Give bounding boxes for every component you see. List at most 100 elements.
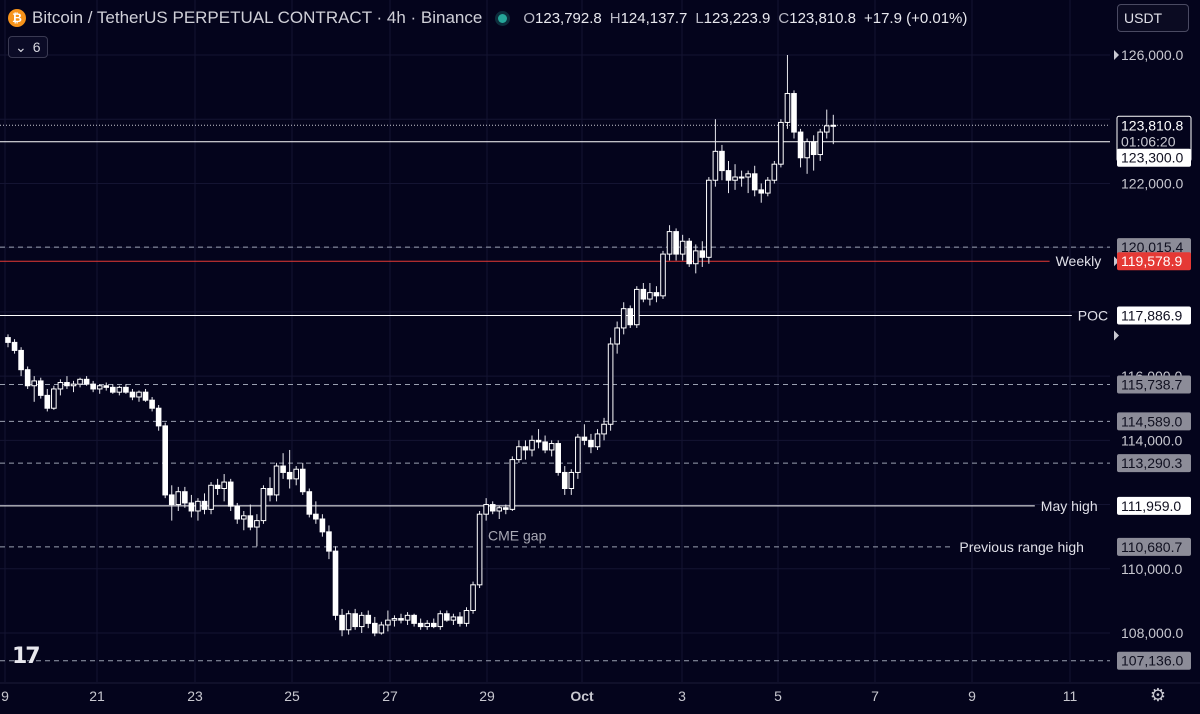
candle-body <box>476 513 483 586</box>
candle-body <box>221 481 227 490</box>
candle-body <box>293 468 299 480</box>
candle-body <box>365 614 372 624</box>
candle-body <box>227 481 234 507</box>
open-value: 123,792.8 <box>535 9 602 27</box>
candle-body <box>326 531 332 552</box>
candle-body <box>430 622 437 628</box>
change-value: +17.9 (+0.01%) <box>863 9 968 27</box>
candle-body <box>581 436 588 441</box>
candle-body <box>5 337 11 343</box>
candle-body <box>810 141 817 156</box>
candle-body <box>614 327 620 345</box>
candle-body <box>11 341 18 351</box>
candle-body <box>686 240 693 265</box>
candle-body <box>241 515 247 520</box>
y-axis-tick: 122,000.0 <box>1121 175 1183 191</box>
candle-body <box>745 173 751 178</box>
candle-body <box>496 507 503 512</box>
candle-body <box>306 491 313 515</box>
gear-icon[interactable]: ⚙ <box>1149 685 1167 706</box>
candle-body <box>188 502 195 512</box>
candle-body <box>823 125 830 133</box>
chevron-down-icon: ⌄ <box>15 38 27 55</box>
price-label-box <box>1117 238 1191 257</box>
candle-body <box>155 407 162 427</box>
x-axis-tick: 29 <box>479 688 495 704</box>
symbol-title[interactable]: Bitcoin / TetherUS PERPETUAL CONTRACT · … <box>32 8 483 27</box>
level-annotation: May high <box>1041 498 1098 514</box>
candle-body <box>391 618 398 621</box>
candle-body <box>319 518 326 533</box>
candle-body <box>83 378 90 385</box>
x-axis-tick: 21 <box>89 688 105 704</box>
candle-body <box>149 399 155 409</box>
candle-body <box>313 513 319 520</box>
candle-body <box>450 616 457 621</box>
candle-body <box>699 250 706 258</box>
candle-body <box>234 505 241 520</box>
axis-marker-icon <box>1114 256 1119 267</box>
candle-body <box>280 465 286 473</box>
x-axis-tick: 27 <box>382 688 398 704</box>
price-label: 114,589.0 <box>1121 413 1182 429</box>
candle-body <box>123 386 129 393</box>
candle-body <box>37 380 44 396</box>
candle-body <box>437 613 444 628</box>
currency-button[interactable]: USDT <box>1117 4 1189 32</box>
price-label-box <box>1117 252 1191 271</box>
level-annotation: Weekly <box>1056 253 1102 269</box>
axis-marker-icon <box>1114 50 1119 60</box>
candle-body <box>142 391 149 401</box>
candle-body <box>555 443 562 473</box>
candle-body <box>601 423 607 435</box>
candle-body <box>817 131 824 156</box>
candle-body <box>561 471 568 490</box>
close-value: 123,810.8 <box>789 9 856 27</box>
candle-body <box>483 504 489 515</box>
candle-body <box>247 515 254 528</box>
candle-body <box>411 614 417 624</box>
price-label-box <box>1117 496 1191 515</box>
candle-body <box>254 520 260 528</box>
candle-body <box>535 439 542 443</box>
candle-body <box>542 441 548 451</box>
candle-body <box>96 385 103 390</box>
candle-body <box>679 240 686 255</box>
price-label-box <box>1117 412 1191 431</box>
candle-body <box>116 386 123 393</box>
indicators-toggle-button[interactable]: ⌄ 6 <box>8 36 48 58</box>
x-axis-tick: 7 <box>871 688 879 704</box>
candle-body <box>332 550 339 616</box>
candle-body <box>712 150 719 181</box>
candle-body <box>299 468 306 493</box>
candle-body <box>417 622 424 628</box>
candle-body <box>503 507 509 510</box>
price-label: 117,886.9 <box>1121 308 1182 324</box>
candle-body <box>372 622 378 634</box>
candle-body <box>660 253 666 297</box>
candle-body <box>51 388 57 409</box>
candle-body <box>385 619 391 626</box>
candle-body <box>548 443 555 451</box>
candle-body <box>522 446 529 451</box>
tradingview-logo[interactable]: 17 <box>12 644 41 669</box>
candle-body <box>352 613 358 628</box>
candle-body <box>719 150 725 172</box>
candle-body <box>620 308 627 329</box>
price-label-box <box>1117 306 1191 325</box>
x-axis-tick: 9 <box>968 688 976 704</box>
y-axis-tick: 126,000.0 <box>1121 47 1183 63</box>
price-label-box <box>1117 375 1191 394</box>
candle-body <box>706 179 712 258</box>
price-label-box <box>1117 537 1191 556</box>
candle-body <box>738 176 745 179</box>
low-value: 123,223.9 <box>703 9 771 27</box>
candle-body <box>136 391 142 398</box>
candle-body <box>398 618 404 621</box>
candle-body <box>339 614 345 631</box>
candle-body <box>588 439 594 448</box>
x-axis-tick: 9 <box>1 688 9 704</box>
candle-body <box>195 500 201 512</box>
candle-body <box>129 391 136 398</box>
